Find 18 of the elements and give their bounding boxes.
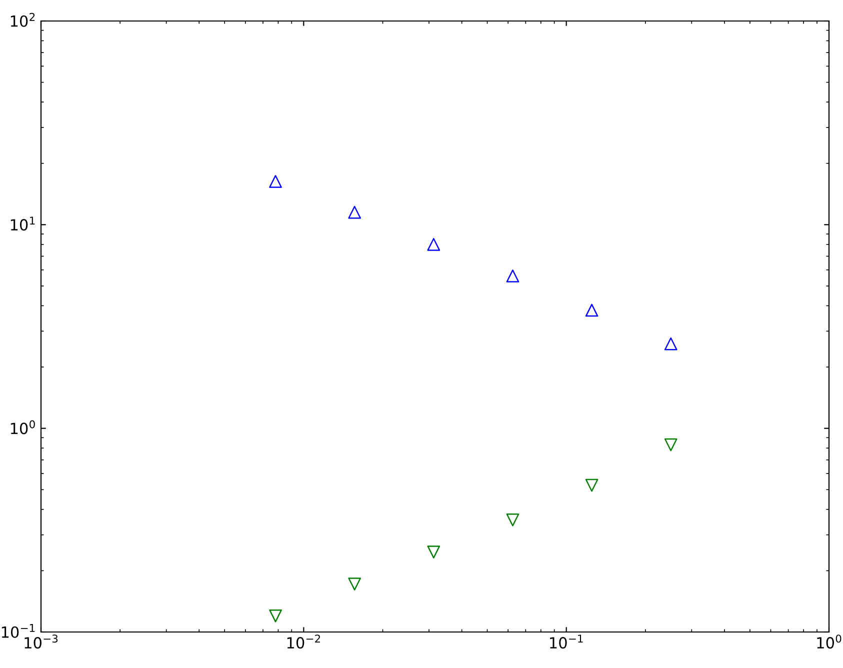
point xyxy=(585,478,598,492)
x-tick-label: 10$^{−1}$ xyxy=(550,634,583,649)
y-tick-label: 10$^{0}$ xyxy=(10,420,35,434)
point xyxy=(269,609,282,622)
point xyxy=(348,578,362,590)
point xyxy=(585,304,598,317)
y-tick-label: 10$^{1}$ xyxy=(10,216,35,231)
x-tick-label: 10$^{−2}$ xyxy=(287,634,320,649)
x-tick-label: 10$^{0}$ xyxy=(817,634,842,649)
point xyxy=(664,438,678,452)
point xyxy=(506,514,520,526)
y-tick-label: 10$^{2}$ xyxy=(10,12,35,27)
point xyxy=(269,175,282,188)
point xyxy=(664,337,678,350)
point xyxy=(427,546,440,558)
point xyxy=(506,270,520,282)
point xyxy=(348,206,362,219)
point xyxy=(427,238,440,251)
